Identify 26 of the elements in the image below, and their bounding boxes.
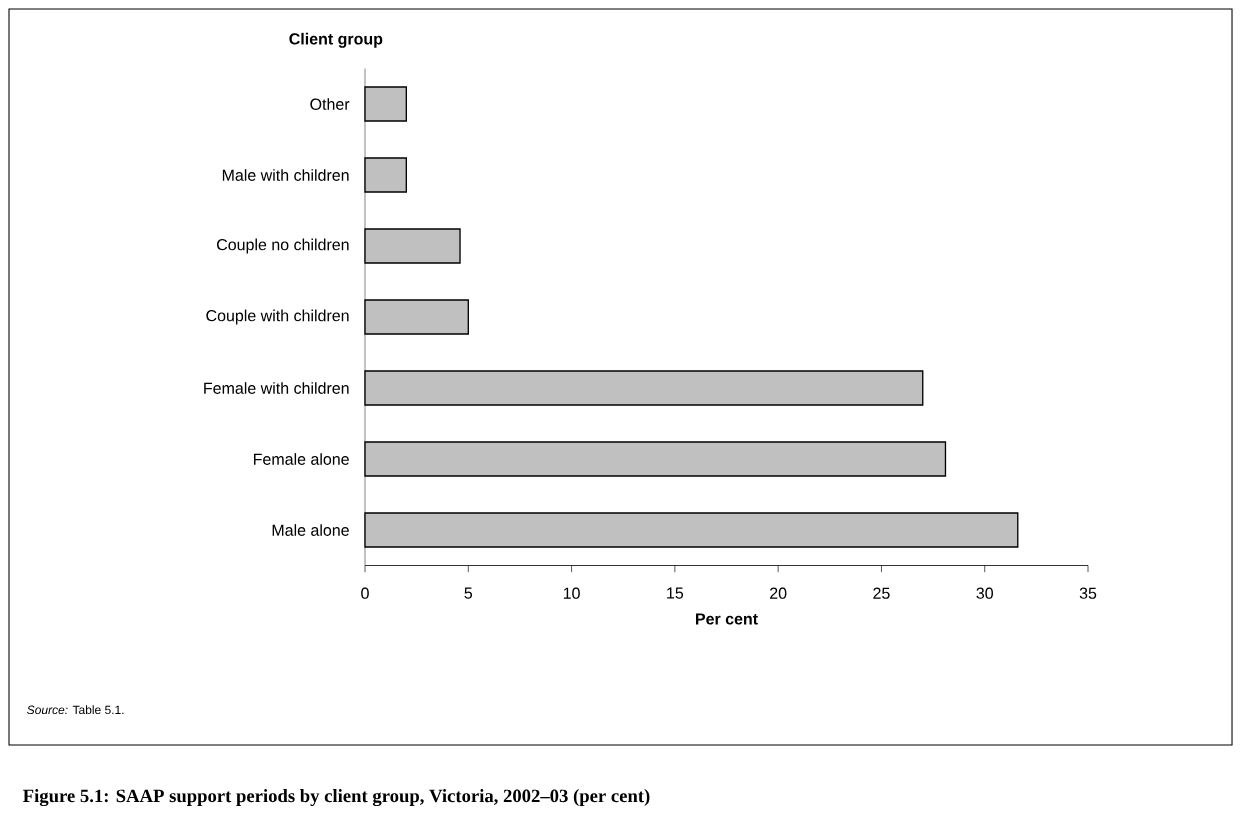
- x-tick-label: 20: [770, 587, 787, 599]
- y-tick-label: Couple no children: [217, 238, 349, 254]
- bar: [364, 86, 407, 122]
- y-tick-label: Couple with children: [206, 309, 349, 325]
- y-tick-label: Male alone: [272, 524, 349, 536]
- y-tick-label: Female alone: [254, 453, 349, 465]
- y-axis-title: Client group: [289, 32, 383, 48]
- x-tick-label: 35: [1079, 587, 1097, 599]
- y-tick-label: Other: [310, 98, 350, 110]
- x-tick-label: 30: [976, 587, 993, 599]
- bar: [364, 228, 461, 264]
- x-axis-title: Per cent: [696, 613, 758, 625]
- text: Figure 5.1: SAAP support periods by client group, Victoria, 2002–03 (per cent): [23, 789, 650, 807]
- bar: [364, 512, 1019, 548]
- y-tick-label: Male with children: [222, 169, 349, 181]
- x-tick-label: 10: [563, 587, 580, 599]
- x-tick-label: 0: [361, 587, 369, 599]
- bar: [364, 441, 947, 477]
- y-tick-label: Female with children: [204, 382, 349, 394]
- x-tick-label: 25: [873, 587, 890, 599]
- text: Source: Table 5.1.: [27, 705, 124, 715]
- x-tick-label: 5: [464, 587, 473, 599]
- bar: [364, 157, 407, 193]
- bar: [364, 299, 469, 335]
- bar: [364, 370, 924, 406]
- x-tick-label: 15: [667, 587, 684, 599]
